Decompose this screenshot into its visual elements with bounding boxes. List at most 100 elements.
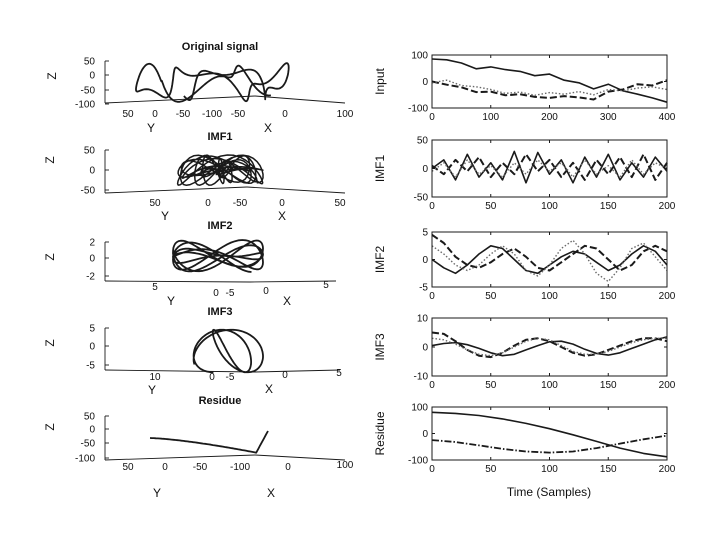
x-tick-label: 0	[429, 112, 435, 123]
x-tick-label: 150	[600, 380, 617, 391]
z-tick-label: 50	[84, 146, 96, 157]
y-tick-label: 0	[209, 372, 215, 383]
y-axis-label: Input	[373, 67, 387, 94]
y-axis-line	[104, 95, 256, 104]
z-tick-label: 50	[84, 412, 96, 423]
y-tick-label: -100	[408, 456, 428, 467]
x-axis-label: X	[265, 382, 273, 396]
trajectory-curve	[192, 328, 264, 374]
x-tick-label: 100	[541, 201, 558, 212]
y-tick-label: 10	[417, 314, 429, 325]
x-tick-label: 0	[429, 291, 435, 302]
x-tick-label: 5	[323, 280, 329, 291]
x-tick-label: 200	[659, 201, 676, 212]
x-tick-label: 50	[334, 198, 346, 209]
y-tick-label: -100	[230, 462, 250, 473]
chart-title: IMF1	[207, 131, 232, 143]
y-axis-label: Residue	[373, 411, 387, 455]
x-tick-label: 200	[659, 464, 676, 475]
z-axis-label: Z	[43, 156, 57, 163]
y-tick-label: -100	[202, 109, 222, 120]
x-axis-label: X	[267, 486, 275, 500]
x-tick-label: 400	[659, 112, 676, 123]
series-line-4-1	[431, 336, 668, 357]
z-tick-label: -100	[75, 100, 95, 111]
chart-title: Residue	[199, 395, 242, 407]
y-tick-label: 5	[422, 228, 428, 239]
3d-chart-1: Original signal 50 0 -50 -100 Z 50 0 -50 -100 -50 0…	[45, 41, 354, 135]
z-tick-label: -50	[81, 86, 96, 97]
x-tick-label: 300	[600, 112, 617, 123]
y-tick-label: -50	[193, 462, 208, 473]
y-axis-line	[104, 186, 248, 194]
z-tick-label: 0	[89, 342, 95, 353]
y-tick-label: 0	[152, 109, 158, 120]
x-tick-label: 100	[337, 460, 354, 471]
x-tick-label: 0	[429, 201, 435, 212]
series-line-1-1	[431, 58, 668, 103]
trajectory-curve	[149, 430, 269, 454]
series-line-2-3	[431, 159, 668, 178]
x-tick-label: 50	[485, 291, 497, 302]
x-axis-line	[254, 369, 341, 373]
x-tick-label: 50	[485, 380, 497, 391]
3d-chart-4: IMF3 5 0 -5 Z 10 0 -5 0 5 Y X	[43, 306, 342, 397]
y-tick-label: -50	[176, 109, 191, 120]
z-axis-label: Z	[45, 72, 59, 79]
z-tick-label: -2	[86, 272, 95, 283]
x-tick-label: 150	[600, 291, 617, 302]
chart-title: Original signal	[182, 41, 258, 53]
y-axis-label: IMF3	[373, 333, 387, 361]
x-tick-label: 200	[541, 112, 558, 123]
series-line-3-3	[431, 239, 668, 283]
trajectory-curve	[176, 154, 264, 187]
x-tick-label: -5	[226, 372, 235, 383]
x-tick-label: 0	[282, 370, 288, 381]
y-axis-label: IMF1	[373, 155, 387, 183]
z-axis-label: Z	[43, 423, 57, 430]
x-tick-label: 150	[600, 201, 617, 212]
x-tick-label: 50	[485, 201, 497, 212]
z-tick-label: 0	[89, 425, 95, 436]
y-axis-label: Y	[148, 383, 156, 397]
chart-title: IMF2	[207, 220, 232, 232]
x-axis-label: X	[283, 294, 291, 308]
y-tick-label: 50	[417, 136, 429, 147]
x-axis-line	[254, 454, 346, 461]
x-tick-label: 100	[482, 112, 499, 123]
y-tick-label: 5	[152, 282, 158, 293]
y-tick-label: 50	[149, 198, 161, 209]
y-tick-label: -10	[414, 372, 429, 383]
y-axis-label: Y	[167, 294, 175, 308]
trajectory-curve	[172, 239, 264, 273]
y-tick-label: 0	[422, 429, 428, 440]
x-tick-label: 200	[659, 291, 676, 302]
x-tick-label: 100	[541, 464, 558, 475]
series-line-1-2	[431, 79, 668, 101]
y-axis-line	[104, 454, 256, 461]
y-tick-label: 0	[162, 462, 168, 473]
x-tick-label: 100	[541, 291, 558, 302]
plot-frame	[431, 54, 668, 109]
x-axis-line	[246, 186, 346, 194]
z-axis-label: Z	[43, 339, 57, 346]
z-tick-label: 5	[89, 324, 95, 335]
z-tick-label: -50	[81, 186, 96, 197]
y-axis-line	[104, 369, 256, 373]
y-axis-label: Y	[153, 486, 161, 500]
z-tick-label: 50	[84, 57, 96, 68]
x-tick-label: 0	[282, 109, 288, 120]
y-tick-label: 100	[411, 403, 428, 414]
x-axis-label: X	[278, 209, 286, 223]
y-tick-label: 50	[122, 109, 134, 120]
series-line-4-2	[431, 331, 668, 359]
x-tick-label: 0	[429, 464, 435, 475]
x-tick-label: -50	[233, 198, 248, 209]
z-tick-label: 2	[89, 238, 95, 249]
